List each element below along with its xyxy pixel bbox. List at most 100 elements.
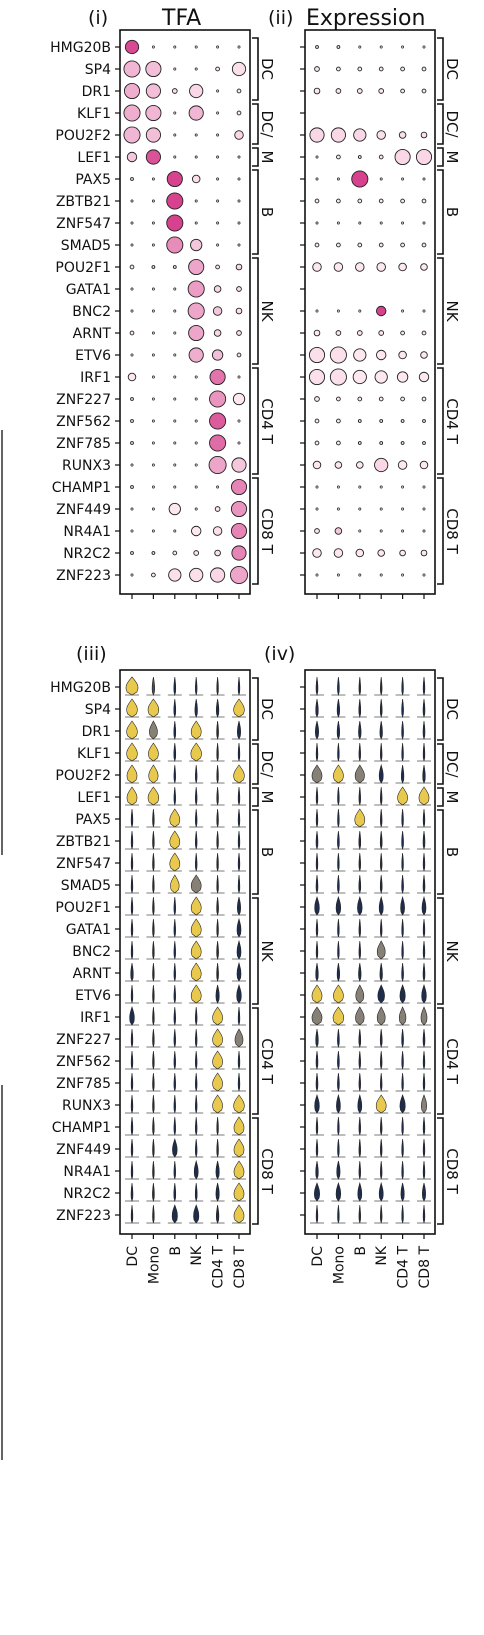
dot-mark [151, 177, 155, 181]
violin-mark [195, 1050, 198, 1070]
dot-mark [379, 419, 384, 423]
dot-mark [336, 66, 341, 72]
group-bracket [437, 809, 444, 895]
dot-mark [151, 353, 155, 357]
dot-mark [151, 287, 155, 291]
gene-label: CHAMP1 [52, 480, 111, 496]
violin-mark [195, 1006, 198, 1026]
dot-mark [151, 572, 156, 578]
violin-mark [401, 962, 404, 983]
dot-mark [422, 441, 426, 445]
dot-mark [333, 262, 344, 272]
dot-mark [166, 236, 184, 254]
dot-mark [194, 133, 198, 137]
violin-mark [315, 720, 319, 740]
violin-mark [337, 808, 340, 828]
violin-mark [169, 852, 181, 872]
violin-mark [311, 764, 323, 784]
violin-mark [422, 1028, 426, 1049]
violin-mark [358, 852, 361, 872]
dot-mark [209, 368, 226, 386]
violin-mark [358, 1204, 361, 1224]
dot-mark [401, 573, 405, 577]
violin-mark [215, 1160, 220, 1180]
violin-mark [216, 786, 219, 806]
violin-mark [421, 1094, 427, 1114]
dot-mark [314, 396, 320, 402]
dot-mark [336, 154, 341, 160]
dot-mark [334, 461, 343, 469]
dot-mark [188, 105, 204, 121]
dot-mark [173, 309, 177, 313]
dot-mark [130, 221, 134, 225]
dot-mark [187, 302, 205, 320]
violin-mark [418, 786, 430, 806]
violin-mark [315, 1138, 319, 1158]
group-bracket [437, 1117, 444, 1225]
violin-mark [337, 1204, 340, 1224]
violin-mark [130, 1138, 134, 1158]
dot-mark [145, 149, 161, 165]
violin-mark [152, 1182, 155, 1203]
dot-mark [151, 375, 155, 379]
violin-mark [152, 896, 155, 916]
violin-mark [173, 940, 176, 960]
violin-mark [233, 1138, 245, 1158]
violin-mark [195, 676, 198, 696]
violin-mark [337, 1116, 340, 1136]
violin-mark [152, 962, 155, 982]
violin-mark [315, 698, 319, 718]
dot-mark [418, 371, 430, 383]
violin-mark [194, 698, 198, 718]
dot-mark [215, 66, 220, 72]
dot-mark [315, 309, 319, 313]
gene-label: BNC2 [72, 304, 111, 320]
violin-mark [216, 764, 219, 784]
dot-mark [421, 330, 427, 336]
dot-mark [211, 349, 224, 361]
gene-label: ZNF227 [56, 1032, 111, 1048]
dot-mark [130, 507, 134, 511]
dot-mark [173, 133, 177, 137]
violin-mark [358, 1072, 361, 1092]
dot-mark [422, 507, 426, 511]
group-bracket [437, 1007, 444, 1115]
dot-mark [209, 412, 227, 430]
violin-mark [314, 896, 320, 916]
dot-mark [336, 396, 341, 402]
violin-mark [130, 918, 134, 938]
violin-mark [190, 742, 202, 762]
violin-mark [152, 1050, 155, 1070]
violin-mark [358, 1028, 362, 1049]
dot-mark [194, 397, 198, 401]
group-bracket [437, 897, 444, 1005]
dot-mark [213, 329, 222, 337]
dot-mark [123, 60, 141, 78]
gene-label: ETV6 [75, 988, 111, 1004]
celltype-label: CD4 T [211, 1246, 227, 1289]
dot-mark [130, 199, 134, 203]
gene-label: RUNX3 [62, 458, 111, 474]
panel-title-tfa: TFA [161, 6, 201, 31]
dot-mark [357, 155, 362, 159]
violin-mark [169, 830, 181, 850]
dot-mark [315, 45, 319, 49]
dot-mark [420, 131, 428, 139]
violin-mark [152, 1138, 155, 1158]
violin-mark [126, 742, 138, 762]
dot-mark [166, 192, 184, 210]
dot-mark [129, 330, 135, 336]
celltype-label: CD8 T [417, 1246, 433, 1289]
group-label: DC/ [443, 750, 461, 778]
dot-mark [422, 419, 426, 423]
violin-mark [358, 698, 362, 719]
violin-mark [401, 720, 404, 741]
violin-mark [380, 676, 383, 696]
dot-mark [173, 485, 177, 489]
dot-mark [356, 461, 364, 469]
dot-mark [187, 280, 205, 298]
violin-mark [233, 1160, 245, 1180]
dot-mark [126, 151, 138, 163]
violin-mark [422, 1050, 426, 1070]
violin-mark [233, 1094, 245, 1114]
